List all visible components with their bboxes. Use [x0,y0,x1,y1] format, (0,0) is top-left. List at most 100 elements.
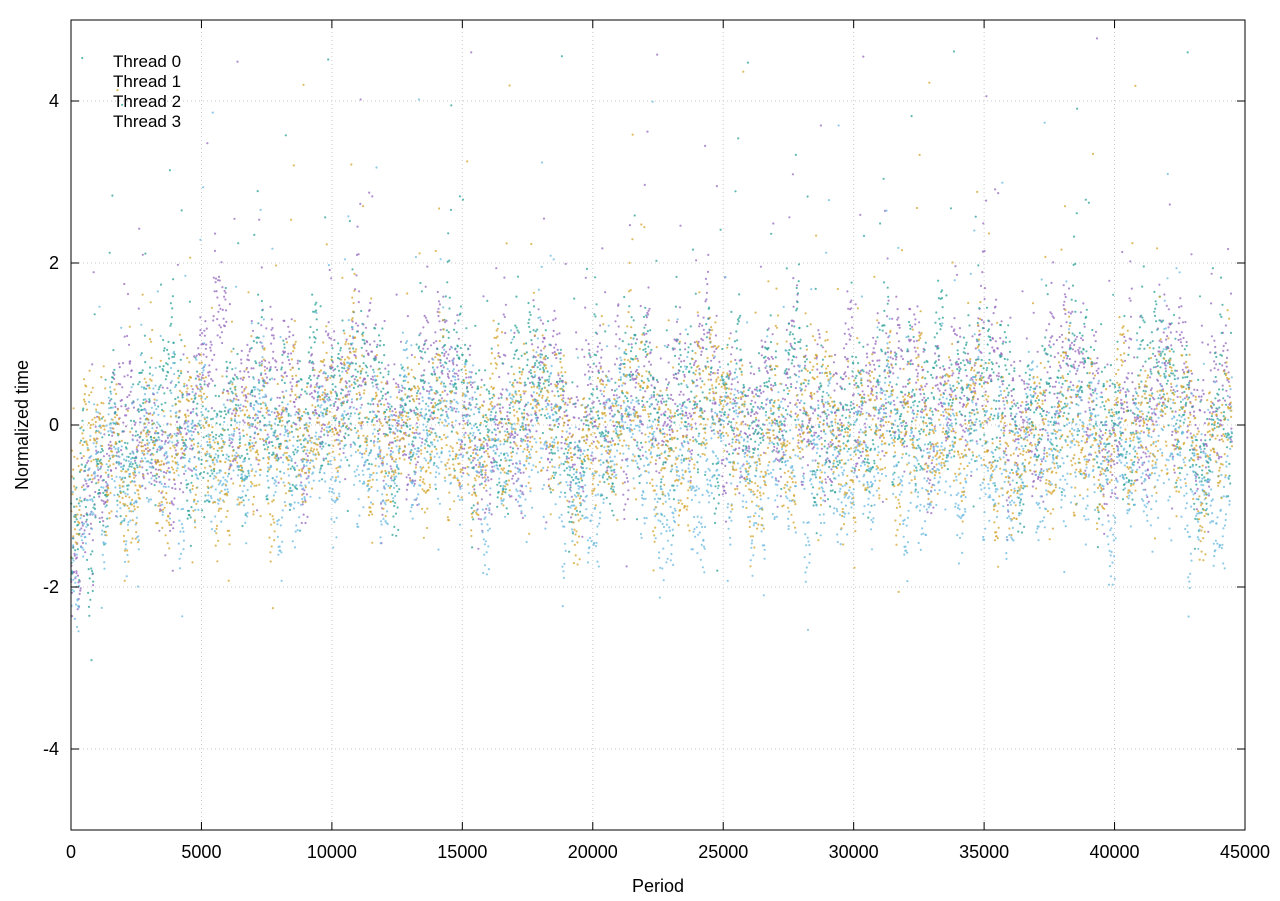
data-point [979,333,981,335]
data-point [772,385,774,387]
data-point [276,369,278,371]
data-point [804,365,806,367]
data-point [219,308,221,310]
data-point [214,457,216,459]
data-point [471,546,473,548]
data-point [973,387,975,389]
data-point [642,423,644,425]
data-point [679,413,681,415]
data-point [445,295,447,297]
data-point [693,364,695,366]
data-point [283,320,285,322]
data-point [1009,484,1011,486]
data-point [555,318,557,320]
data-point [74,555,76,557]
data-point [905,386,907,388]
data-point [991,323,993,325]
data-point [210,341,212,343]
data-point [529,311,531,313]
data-point [892,367,894,369]
data-point [856,462,858,464]
data-point [367,375,369,377]
data-point [1153,398,1155,400]
data-point [479,432,481,434]
data-point [784,398,786,400]
data-point [334,401,336,403]
data-point [953,317,955,319]
data-point [155,481,157,483]
data-point [1064,313,1066,315]
data-point [204,380,206,382]
data-point [1021,379,1023,381]
data-point [814,459,816,461]
data-point [375,357,377,359]
data-point [513,396,515,398]
data-point [192,447,194,449]
data-point [961,425,963,427]
data-point [167,371,169,373]
data-point [268,361,270,363]
data-point [177,433,179,435]
data-point [356,408,358,410]
data-point [120,462,122,464]
data-point [292,484,294,486]
data-point [1018,438,1020,440]
data-point [451,424,453,426]
data-point [1174,472,1176,474]
data-point [125,404,127,406]
data-point [107,474,109,476]
data-point [377,433,379,435]
data-point [155,477,157,479]
data-point [873,364,875,366]
data-point [1130,316,1132,318]
data-point [330,338,332,340]
data-point [190,545,192,547]
data-point [281,366,283,368]
data-point [1074,367,1076,369]
data-point [445,411,447,413]
data-point [188,514,190,516]
data-point [510,402,512,404]
data-point [540,319,542,321]
data-point [592,426,594,428]
data-point [1210,302,1212,304]
data-point [638,455,640,457]
data-point [275,408,277,410]
data-point [1042,501,1044,503]
data-point [346,382,348,384]
data-point [540,414,542,416]
data-point [983,250,985,252]
data-point [342,389,344,391]
data-point [216,422,218,424]
data-point [164,402,166,404]
data-point [469,345,471,347]
data-point [121,386,123,388]
data-point [187,409,189,411]
data-point [272,357,274,359]
data-point [1036,385,1038,387]
data-point [1068,287,1070,289]
data-point [786,373,788,375]
data-point [387,373,389,375]
data-point [1130,338,1132,340]
data-point [1200,456,1202,458]
data-point [194,357,196,359]
data-point [765,360,767,362]
data-point [334,374,336,376]
data-point [129,360,131,362]
data-point [141,466,143,468]
data-point [535,330,537,332]
data-point [597,346,599,348]
data-point [1020,416,1022,418]
data-point [218,435,220,437]
data-point [1145,474,1147,476]
data-point [1049,340,1051,342]
data-point [776,447,778,449]
data-point [664,414,666,416]
data-point [437,403,439,405]
data-point [480,518,482,520]
data-point [503,277,505,279]
data-point [385,393,387,395]
data-point [180,482,182,484]
data-point [504,332,506,334]
